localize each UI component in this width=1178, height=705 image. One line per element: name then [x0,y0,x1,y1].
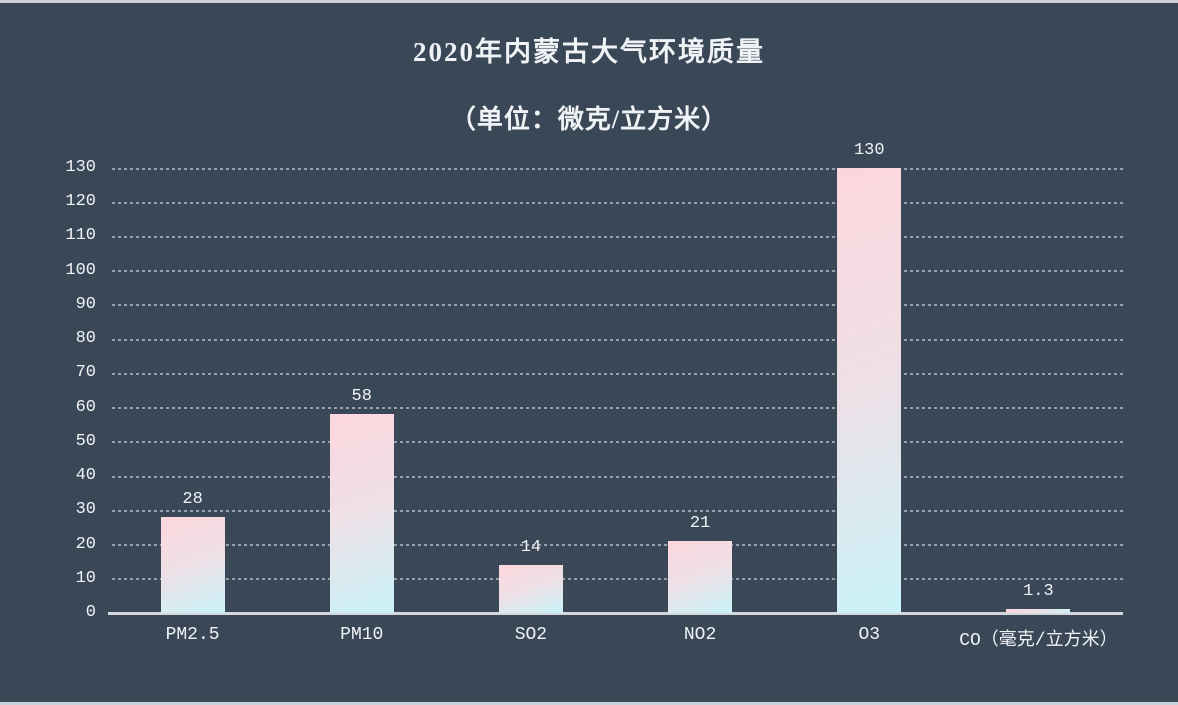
gridline [112,372,1123,376]
gridline [112,201,1123,205]
y-axis-tick-label: 130 [65,158,96,177]
x-axis-label: NO2 [683,625,717,645]
chart-title: 2020年内蒙古大气环境质量 [413,37,765,67]
y-axis-tick-label: 70 [75,363,96,383]
y-axis-tick-label: 20 [75,534,96,554]
gridline [112,338,1123,342]
bar [668,541,733,613]
y-axis-tick-label: 10 [75,568,96,588]
x-axis-line [108,612,1123,615]
bar-value-label: 130 [853,141,885,160]
bar [329,414,394,613]
y-axis-tick-label: 120 [65,192,96,212]
gridline [112,406,1123,410]
y-axis-tick-label: 110 [65,226,96,246]
gridline [112,167,1123,170]
bar [837,168,902,613]
bar [1006,608,1071,613]
gridline [112,577,1123,581]
plot-area: 0 10 20 30 40 50 60 70 80 90 100 110 120 130 28 PM2.5 58… [65,141,1123,651]
bar [160,517,225,613]
y-axis-tick-label: 100 [65,260,96,280]
x-axis-label: SO2 [514,625,548,645]
x-axis-label: PM2.5 [165,625,220,645]
gridline [112,509,1123,513]
bar-value-label: 28 [182,490,203,510]
bar-value-label: 21 [689,514,711,534]
x-axis-label: PM10 [340,625,384,645]
chart-subtitle: （单位：微克/立方米） [449,105,729,134]
y-axis-tick-label: 0 [85,603,96,622]
bar [498,565,563,613]
gridline [112,235,1123,239]
gridline [112,303,1123,307]
y-axis-tick-label: 90 [75,294,96,314]
gridline [112,543,1123,547]
bar-value-label: 1.3 [1023,581,1054,601]
x-axis-label: O3 [858,625,881,645]
bar-value-label: 58 [351,387,372,407]
gridline [112,269,1123,273]
y-axis-tick-label: 30 [75,500,96,520]
gridline [112,440,1123,444]
y-axis-tick-label: 80 [75,329,96,349]
x-axis-label: CO（毫克/立方米） [959,631,1118,651]
y-axis-tick-label: 60 [75,397,96,417]
y-axis-tick-label: 40 [75,466,96,486]
y-axis-tick-label: 50 [75,431,96,451]
gridline [112,475,1123,479]
bar-value-label: 14 [520,538,542,558]
